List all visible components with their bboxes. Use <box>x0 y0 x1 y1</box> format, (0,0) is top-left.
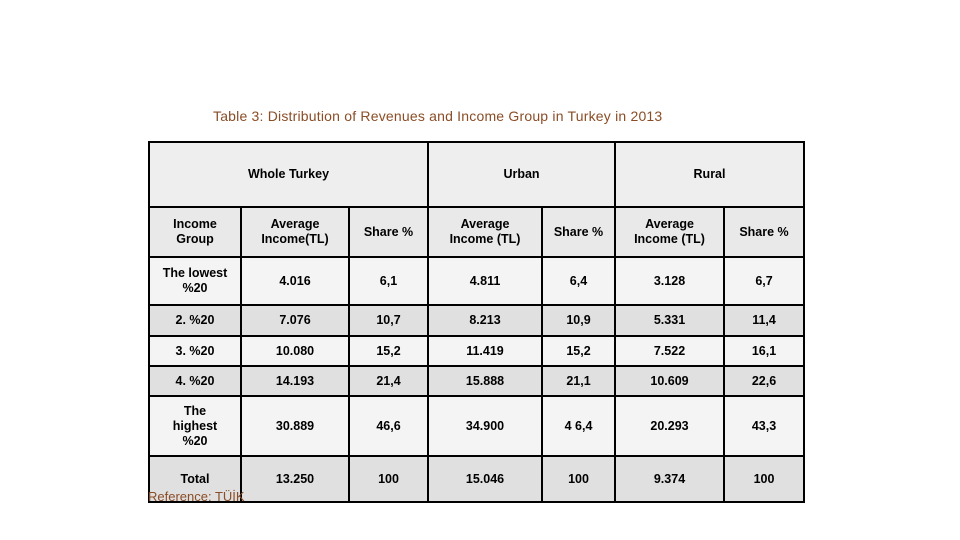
table-cell: 4 6,4 <box>541 395 616 457</box>
table-cell: 13.250 <box>240 455 350 503</box>
table-title: Table 3: Distribution of Revenues and In… <box>213 108 663 124</box>
column-header-row: Income Group Average Income(TL) Share % … <box>148 206 806 258</box>
reference-note: Reference: TÜİK <box>148 489 245 504</box>
table-cell: 4.811 <box>427 256 543 306</box>
table-cell: 8.213 <box>427 304 543 337</box>
row-label-cell: Total <box>148 455 242 503</box>
table-row-fourth-20: 4. %20 14.193 21,4 15.888 21,1 10.609 22… <box>148 365 806 397</box>
group-header-whole-turkey: Whole Turkey <box>148 141 429 208</box>
table-cell: 7.522 <box>614 335 725 367</box>
column-header-avg-income-urban: Average Income (TL) <box>427 206 543 258</box>
table-cell: 100 <box>348 455 429 503</box>
table-cell: 43,3 <box>722 395 806 457</box>
column-header-share-urban: Share % <box>541 206 616 258</box>
row-label-cell: The highest %20 <box>148 395 242 457</box>
table-row-third-20: 3. %20 10.080 15,2 11.419 15,2 7.522 16,… <box>148 335 806 367</box>
table-cell: 10.609 <box>614 365 725 397</box>
column-header-income-group: Income Group <box>148 206 242 258</box>
table-cell: 3.128 <box>614 256 725 306</box>
table-row-second-20: 2. %20 7.076 10,7 8.213 10,9 5.331 11,4 <box>148 304 806 337</box>
row-label-cell: 4. %20 <box>148 365 242 397</box>
table-cell: 6,7 <box>722 256 806 306</box>
column-header-avg-income-rural: Average Income (TL) <box>614 206 725 258</box>
table-cell: 6,4 <box>541 256 616 306</box>
table-cell: 30.889 <box>240 395 350 457</box>
table-cell: 15.046 <box>427 455 543 503</box>
table-cell: 10.080 <box>240 335 350 367</box>
group-header-urban: Urban <box>427 141 616 208</box>
income-distribution-table: Whole Turkey Urban Rural Income Group Av… <box>148 141 806 503</box>
table-cell: 100 <box>722 455 806 503</box>
table-cell: 4.016 <box>240 256 350 306</box>
group-header-rural: Rural <box>613 141 806 208</box>
table-cell: 15,2 <box>348 335 429 367</box>
table-cell: 9.374 <box>614 455 725 503</box>
column-header-avg-income-whole: Average Income(TL) <box>240 206 350 258</box>
table-row-lowest-20: The lowest %20 4.016 6,1 4.811 6,4 3.128… <box>148 256 806 306</box>
table-cell: 15.888 <box>427 365 543 397</box>
table-cell: 46,6 <box>348 395 429 457</box>
table-cell: 5.331 <box>614 304 725 337</box>
table-cell: 21,1 <box>541 365 616 397</box>
table-cell: 11.419 <box>427 335 543 367</box>
table-cell: 11,4 <box>722 304 806 337</box>
table-cell: 10,7 <box>348 304 429 337</box>
group-header-row: Whole Turkey Urban Rural <box>148 141 806 208</box>
table-row-highest-20: The highest %20 30.889 46,6 34.900 4 6,4… <box>148 395 806 457</box>
table-cell: 6,1 <box>348 256 429 306</box>
table-cell: 21,4 <box>348 365 429 397</box>
table-cell: 34.900 <box>427 395 543 457</box>
row-label-cell: 3. %20 <box>148 335 242 367</box>
table-cell: 7.076 <box>240 304 350 337</box>
table-cell: 14.193 <box>240 365 350 397</box>
column-header-share-whole: Share % <box>348 206 429 258</box>
table-cell: 16,1 <box>722 335 806 367</box>
table-cell: 15,2 <box>541 335 616 367</box>
table-cell: 100 <box>541 455 616 503</box>
column-header-share-rural: Share % <box>722 206 806 258</box>
row-label-cell: 2. %20 <box>148 304 242 337</box>
table-cell: 20.293 <box>614 395 725 457</box>
table-cell: 10,9 <box>541 304 616 337</box>
table-row-total: Total 13.250 100 15.046 100 9.374 100 <box>148 455 806 503</box>
table-cell: 22,6 <box>722 365 806 397</box>
row-label-cell: The lowest %20 <box>148 256 242 306</box>
